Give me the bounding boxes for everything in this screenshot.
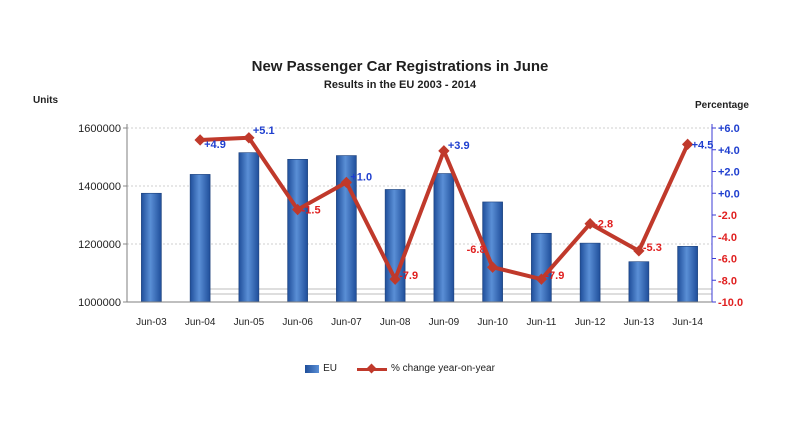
x-tick-label: Jun-10 [477,317,508,328]
chart-subtitle: Results in the EU 2003 - 2014 [323,79,477,91]
data-label: -5.3 [643,242,662,254]
x-tick-label: Jun-06 [282,317,313,328]
y2-tick-label: -8.0 [718,275,737,287]
x-tick-label: Jun-12 [575,317,606,328]
y2-tick-label: +4.0 [718,145,740,157]
x-tick-label: Jun-14 [672,317,703,328]
x-tick-label: Jun-03 [136,317,167,328]
legend-item-change: % change year-on-year [356,363,495,374]
x-tick-label: Jun-04 [185,317,216,328]
legend-label-eu: EU [323,363,337,374]
x-tick-label: Jun-08 [380,317,411,328]
bar [287,159,308,303]
legend-item-eu: EU [305,363,337,374]
line-marker [633,245,645,257]
y2-tick-label: -6.0 [718,254,737,266]
bar [238,152,260,303]
y2-tick-label: +6.0 [718,123,740,135]
legend-line-swatch [356,365,387,373]
y-axis-title: Units [33,95,58,106]
line-marker [194,134,206,146]
bar [677,246,698,303]
y-tick-label: 1400000 [78,181,121,193]
legend-label-change: % change year-on-year [390,363,495,374]
data-label: +1.0 [350,171,372,183]
chart-title: New Passenger Car Registrations in June [251,58,549,75]
line-marker [291,203,304,216]
x-tick-label: Jun-13 [624,317,655,328]
line-marker [584,218,596,230]
bar [628,261,650,303]
bar [579,242,601,303]
data-label: +4.5 [692,139,714,151]
y2-tick-label: +2.0 [718,167,740,179]
x-tick-label: Jun-11 [526,317,556,328]
bar [189,174,211,303]
data-label: +5.1 [253,125,275,137]
data-label: -1.5 [302,205,321,217]
y2-axis-title: Percentage [695,100,749,111]
bar [384,189,406,303]
bar [531,232,552,303]
y2-tick-label: +0.0 [718,188,740,200]
y2-tick-label: -10.0 [718,297,743,309]
bar [141,192,162,303]
line-marker [438,145,450,157]
line-marker [535,273,548,285]
bar [433,173,455,303]
line-marker [681,138,694,150]
line-marker [389,273,401,285]
y-tick-label: 1200000 [78,239,121,251]
x-tick-label: Jun-09 [429,317,460,328]
data-label: -7.9 [545,270,564,282]
legend: EU % change year-on-year [0,363,800,374]
data-label: -6.8 [467,244,486,256]
y-tick-label: 1000000 [78,297,121,309]
line-marker [340,176,353,189]
line-marker [486,261,499,273]
x-tick-label: Jun-05 [234,317,265,328]
data-label: -2.8 [594,219,613,231]
x-tick-label: Jun-07 [331,317,362,328]
y2-tick-label: -4.0 [718,232,737,244]
y2-tick-label: -2.0 [718,210,737,222]
line-marker [243,132,255,144]
data-label: +4.9 [204,139,226,151]
y-tick-label: 1600000 [78,123,121,135]
data-label: +3.9 [448,140,470,152]
legend-bar-swatch [305,364,320,373]
data-label: -7.9 [399,270,418,282]
